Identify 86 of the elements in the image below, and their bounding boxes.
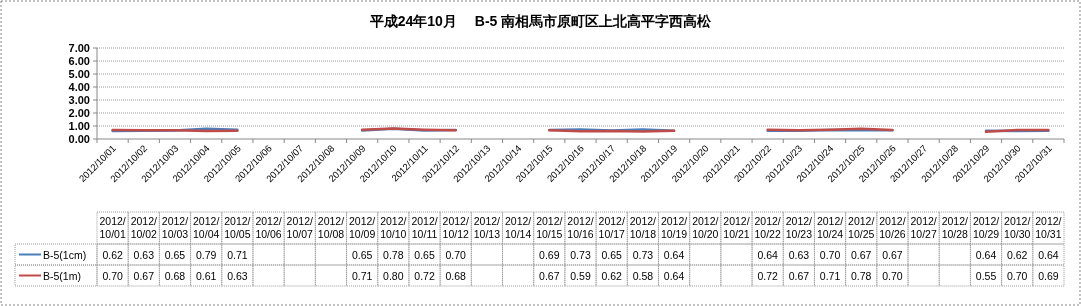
chart-title: 平成24年10月 B-5 南相馬市原町区上北高平字西高松 <box>368 13 713 29</box>
data-label: 0.65 <box>164 248 186 261</box>
data-label: 0.63 <box>133 248 155 261</box>
legend-label: B-5(1m) <box>43 269 81 282</box>
data-label: 0.70 <box>882 269 903 282</box>
data-label: 0.61 <box>195 269 217 282</box>
category-label: 2012/10/14 <box>504 215 532 240</box>
category-label: 2012/10/22 <box>754 215 781 240</box>
y-tick-label: 5.00 <box>68 68 90 80</box>
category-label: 2012/10/23 <box>785 215 812 240</box>
data-label: 0.65 <box>414 248 435 261</box>
category-label: 2012/10/19 <box>660 215 688 240</box>
data-label: 0.71 <box>351 269 373 282</box>
category-label: 2012/10/04 <box>193 215 220 240</box>
category-label: 2012/10/29 <box>972 215 1000 240</box>
data-label: 0.64 <box>975 248 997 261</box>
category-label: 2012/10/08 <box>317 215 345 240</box>
category-label: 2012/10/28 <box>941 215 968 240</box>
y-tick-label: 3.00 <box>68 94 90 106</box>
y-tick-label: 4.00 <box>68 81 90 93</box>
data-label: 0.70 <box>1006 269 1028 282</box>
data-label: 0.63 <box>227 269 248 282</box>
category-label: 2012/10/06 <box>255 215 282 240</box>
category-label: 2012/10/27 <box>910 215 937 240</box>
data-label: 0.59 <box>570 269 591 282</box>
data-label: 0.78 <box>383 248 404 261</box>
category-label: 2012/10/05 <box>224 215 251 240</box>
data-label: 0.78 <box>851 269 872 282</box>
data-label: 0.71 <box>227 248 248 261</box>
data-label: 0.73 <box>632 248 654 261</box>
data-label: 0.58 <box>632 269 654 282</box>
y-tick-label: 1.00 <box>68 120 90 132</box>
data-label: 0.67 <box>882 248 903 261</box>
y-tick-label: 0.00 <box>68 133 90 145</box>
data-label: 0.72 <box>414 269 435 282</box>
data-label: 0.70 <box>102 269 123 282</box>
y-tick-label: 7.00 <box>68 42 90 54</box>
data-label: 0.55 <box>975 269 997 282</box>
data-label: 0.64 <box>663 248 685 261</box>
category-label: 2012/10/09 <box>349 215 376 240</box>
data-label: 0.67 <box>539 269 560 282</box>
category-label: 2012/10/16 <box>567 215 594 240</box>
data-label: 0.64 <box>757 248 779 261</box>
data-label: 0.79 <box>195 248 217 261</box>
data-label: 0.67 <box>133 269 155 282</box>
data-label: 0.65 <box>601 248 623 261</box>
data-label: 0.80 <box>383 269 404 282</box>
category-label: 2012/10/21 <box>723 215 750 240</box>
category-label: 2012/10/03 <box>161 215 189 240</box>
category-label: 2012/10/13 <box>473 215 501 240</box>
data-label: 0.70 <box>819 248 841 261</box>
data-label: 0.69 <box>1038 269 1059 282</box>
category-label: 2012/10/20 <box>692 215 719 240</box>
category-label: 2012/10/25 <box>848 215 875 240</box>
data-label: 0.68 <box>164 269 186 282</box>
data-label: 0.67 <box>788 269 810 282</box>
category-label: 2012/10/12 <box>442 215 469 240</box>
y-tick-label: 6.00 <box>68 55 90 67</box>
category-label: 2012/10/24 <box>816 215 844 240</box>
legend-label: B-5(1cm) <box>43 248 87 261</box>
data-label: 0.62 <box>102 248 123 261</box>
data-label: 0.63 <box>788 248 810 261</box>
category-label: 2012/10/18 <box>629 215 657 240</box>
data-label: 0.73 <box>570 248 591 261</box>
data-label: 0.64 <box>663 269 685 282</box>
category-label: 2012/10/15 <box>536 215 563 240</box>
data-label: 0.67 <box>851 248 872 261</box>
category-label: 2012/10/02 <box>130 215 157 240</box>
data-label: 0.69 <box>539 248 560 261</box>
category-label: 2012/10/10 <box>380 215 407 240</box>
data-label: 0.70 <box>445 248 467 261</box>
category-label: 2012/10/30 <box>1004 215 1031 240</box>
category-label: 2012/10/01 <box>99 215 126 240</box>
data-label: 0.65 <box>351 248 373 261</box>
data-label: 0.62 <box>1006 248 1028 261</box>
category-label: 2012/10/07 <box>286 215 313 240</box>
data-label: 0.68 <box>445 269 467 282</box>
category-label: 2012/10/17 <box>598 215 625 240</box>
category-label: 2012/10/31 <box>1035 215 1062 240</box>
data-label: 0.71 <box>819 269 841 282</box>
data-label: 0.64 <box>1038 248 1059 261</box>
data-label: 0.72 <box>757 269 779 282</box>
category-label: 2012/10/26 <box>879 215 906 240</box>
data-label: 0.62 <box>601 269 623 282</box>
y-tick-label: 2.00 <box>68 107 90 119</box>
category-label: 2012/10/11 <box>411 215 438 240</box>
